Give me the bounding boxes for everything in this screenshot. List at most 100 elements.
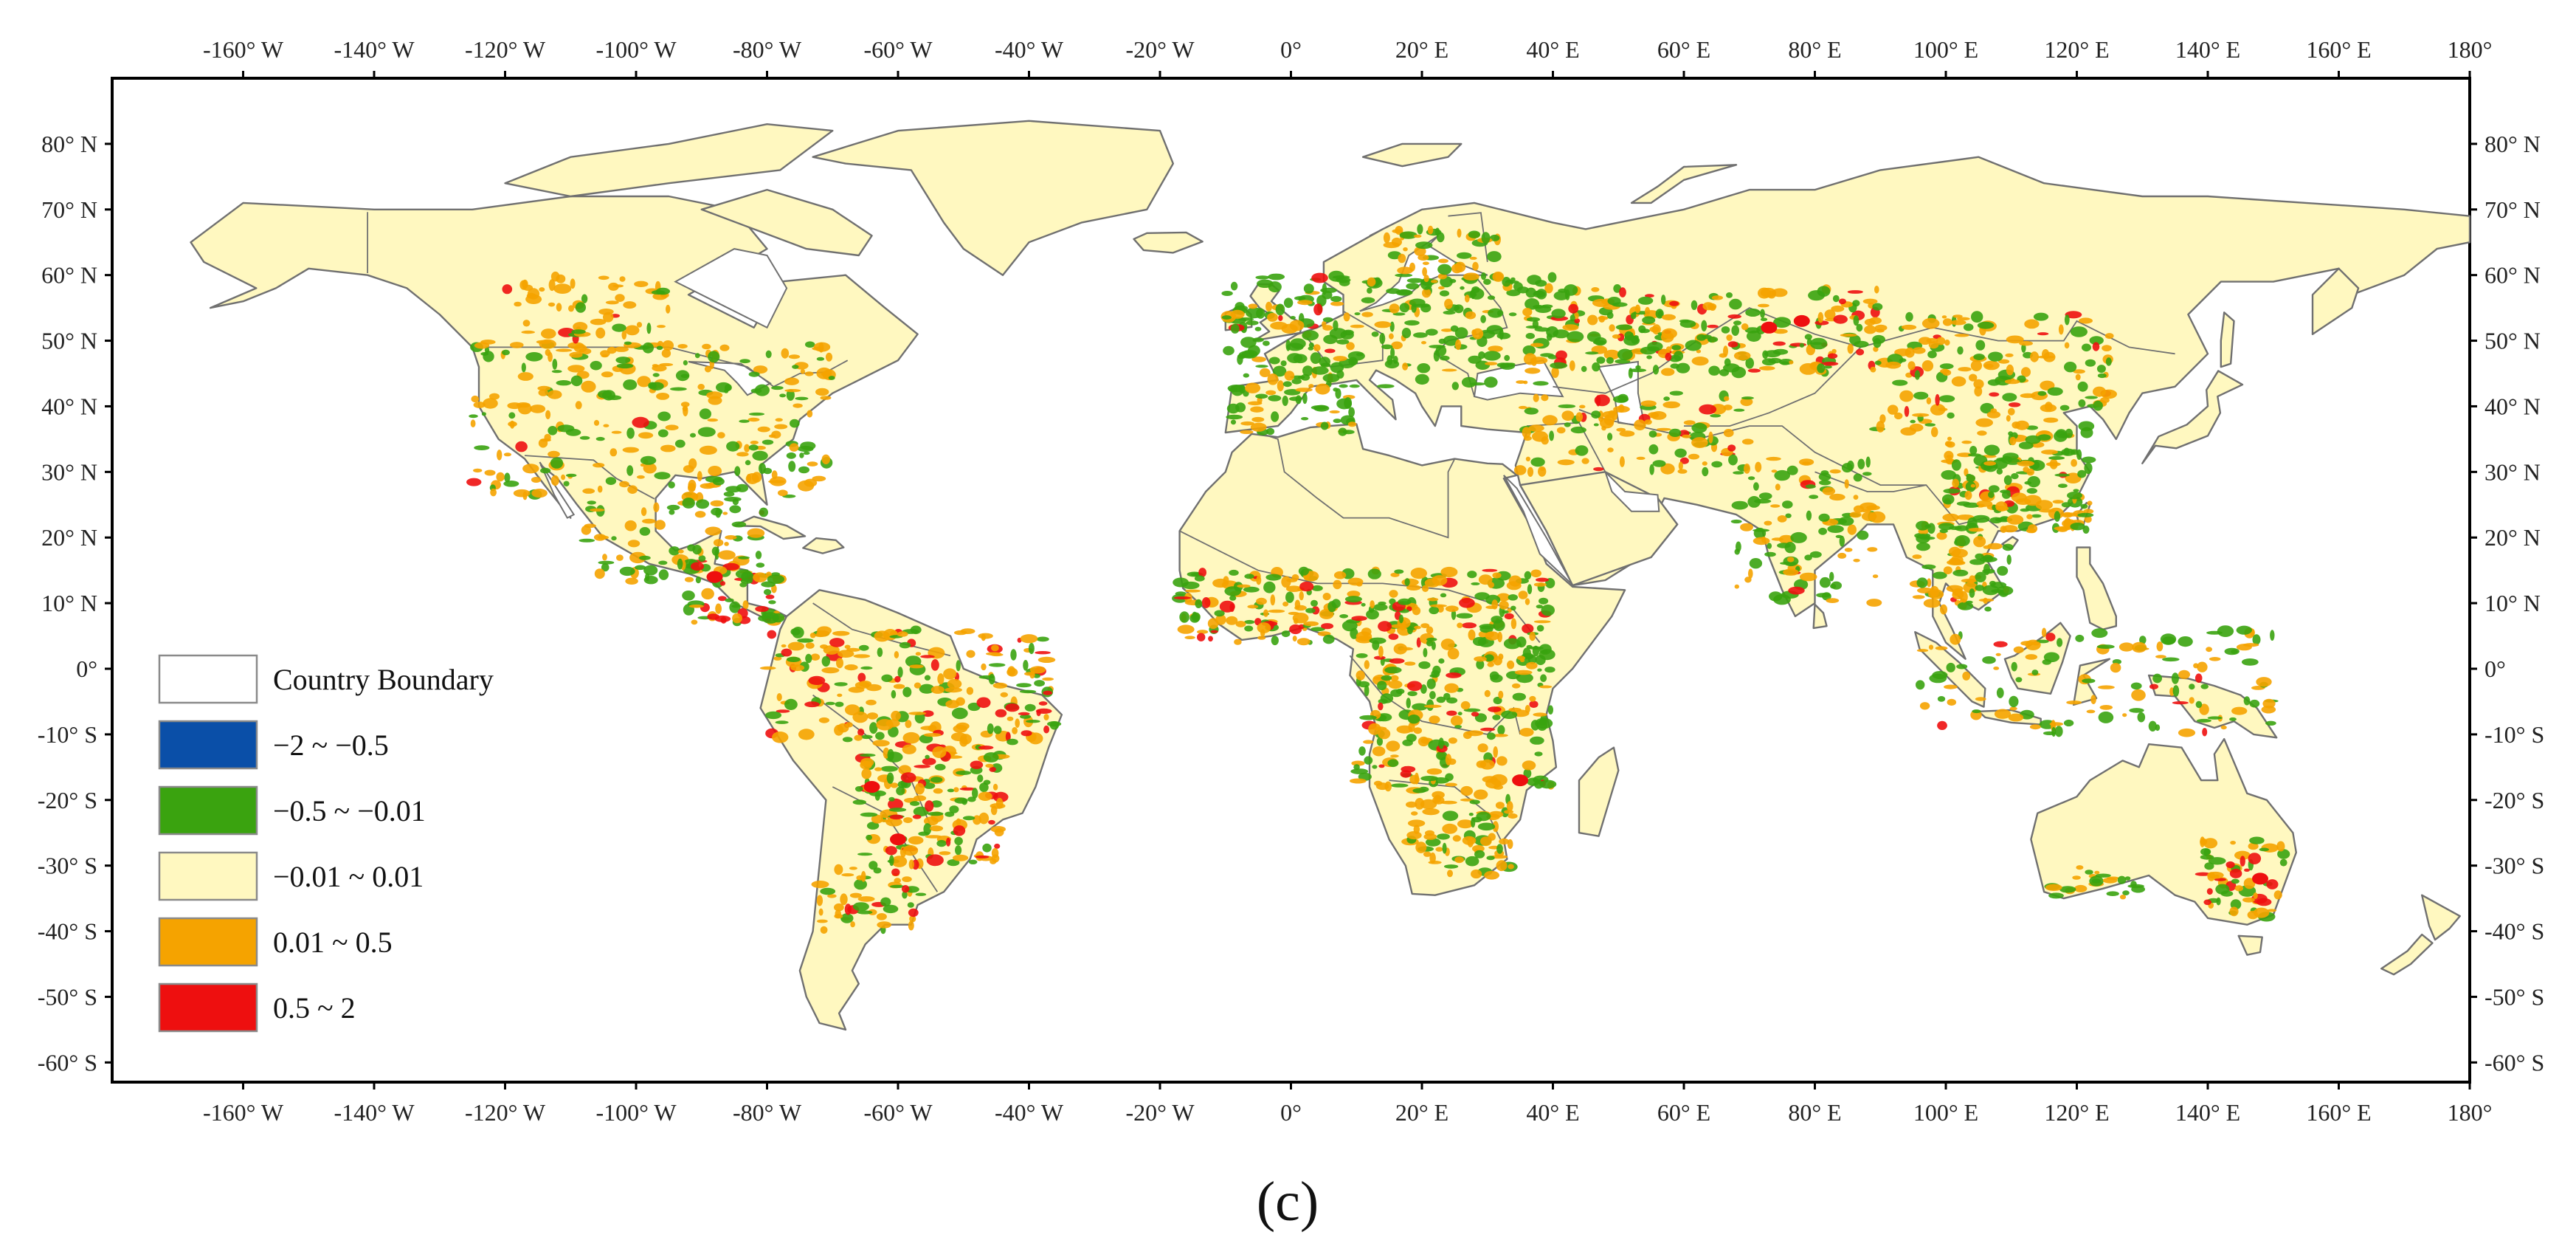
- change-class-pixel: [595, 327, 606, 339]
- change-class-pixel: [1778, 534, 1794, 544]
- change-class-pixel: [954, 836, 963, 846]
- change-class-pixel: [2006, 335, 2024, 344]
- change-class-pixel: [1487, 251, 1502, 263]
- change-class-pixel: [1399, 231, 1418, 239]
- change-class-pixel: [1390, 347, 1395, 359]
- change-class-pixel: [1173, 596, 1192, 599]
- change-class-pixel: [1359, 715, 1377, 720]
- change-class-pixel: [1771, 537, 1784, 541]
- change-class-pixel: [1467, 571, 1477, 579]
- change-class-pixel: [1437, 286, 1445, 290]
- change-class-pixel: [1805, 484, 1816, 489]
- change-class-pixel: [473, 402, 486, 408]
- change-class-pixel: [920, 726, 936, 731]
- change-class-pixel: [2129, 708, 2144, 713]
- change-class-pixel: [1280, 360, 1287, 367]
- x-tick-label-top: -100° W: [595, 36, 677, 63]
- change-class-pixel: [1485, 631, 1500, 641]
- change-class-pixel: [1741, 323, 1749, 331]
- change-class-pixel: [573, 344, 587, 353]
- x-tick-label-bottom: 0°: [1280, 1099, 1302, 1126]
- legend-label: −0.01 ~ 0.01: [273, 860, 424, 893]
- change-class-pixel: [2220, 890, 2234, 897]
- change-class-pixel: [1930, 404, 1946, 416]
- change-class-pixel: [1488, 345, 1503, 352]
- change-class-pixel: [1541, 605, 1555, 616]
- change-class-pixel: [1746, 330, 1761, 342]
- change-class-pixel: [653, 502, 660, 512]
- change-class-pixel: [1912, 595, 1925, 599]
- change-class-pixel: [619, 276, 626, 282]
- change-class-pixel: [626, 465, 634, 476]
- change-class-pixel: [1336, 339, 1350, 345]
- change-class-pixel: [852, 799, 867, 805]
- change-class-pixel: [1339, 384, 1348, 388]
- change-class-pixel: [1524, 598, 1530, 605]
- change-class-pixel: [756, 562, 765, 568]
- change-class-pixel: [2047, 387, 2063, 396]
- change-class-pixel: [1429, 604, 1447, 607]
- land-baffin-island: [700, 188, 873, 257]
- change-class-pixel: [978, 675, 995, 679]
- change-class-pixel: [1640, 346, 1657, 355]
- change-class-pixel: [2002, 490, 2011, 499]
- change-class-pixel: [2106, 891, 2119, 896]
- change-class-pixel: [1361, 627, 1372, 636]
- change-class-pixel: [966, 650, 976, 658]
- change-class-pixel: [1019, 689, 1037, 694]
- change-class-pixel: [1461, 622, 1477, 629]
- change-class-pixel: [1710, 413, 1722, 418]
- change-class-pixel: [2064, 314, 2070, 326]
- change-class-pixel: [1857, 530, 1869, 540]
- y-tick-label-left: 60° N: [41, 262, 97, 289]
- change-class-pixel: [1496, 844, 1503, 854]
- change-class-pixel: [1966, 600, 1973, 604]
- change-class-pixel: [1259, 368, 1271, 377]
- change-class-pixel: [789, 443, 799, 452]
- change-class-pixel: [1495, 272, 1502, 281]
- change-class-pixel: [1838, 298, 1846, 305]
- change-class-pixel: [799, 452, 804, 458]
- change-class-pixel: [1471, 712, 1479, 717]
- change-class-pixel: [1447, 647, 1460, 660]
- change-class-pixel: [2139, 636, 2147, 644]
- change-class-pixel: [1384, 781, 1392, 792]
- change-class-pixel: [624, 520, 637, 531]
- change-class-pixel: [1533, 582, 1547, 587]
- change-class-pixel: [852, 902, 869, 912]
- change-class-pixel: [2015, 677, 2023, 683]
- change-class-pixel: [1423, 851, 1432, 857]
- change-class-pixel: [1426, 626, 1434, 635]
- change-class-pixel: [1676, 362, 1691, 374]
- change-class-pixel: [1954, 334, 1969, 337]
- change-class-pixel: [734, 466, 741, 476]
- change-class-pixel: [1977, 430, 1987, 436]
- legend-label: Country Boundary: [273, 663, 494, 696]
- change-class-pixel: [1229, 603, 1235, 612]
- change-class-pixel: [1510, 277, 1516, 282]
- change-class-pixel: [1351, 760, 1365, 766]
- change-class-pixel: [1043, 690, 1053, 695]
- change-class-pixel: [1817, 363, 1826, 374]
- change-class-pixel: [2200, 838, 2208, 846]
- change-class-pixel: [1964, 490, 1972, 500]
- change-class-pixel: [1547, 272, 1557, 283]
- y-tick-label-left: -50° S: [38, 983, 97, 1010]
- change-class-pixel: [1465, 295, 1470, 303]
- change-class-pixel: [1952, 314, 1963, 318]
- change-class-pixel: [1645, 306, 1651, 317]
- change-class-pixel: [2160, 633, 2177, 645]
- change-class-pixel: [668, 481, 675, 489]
- change-class-pixel: [2002, 543, 2014, 551]
- change-class-pixel: [888, 808, 907, 812]
- change-class-pixel: [2011, 661, 2017, 672]
- change-class-pixel: [1423, 704, 1442, 708]
- change-class-pixel: [1921, 564, 1936, 570]
- change-class-pixel: [1481, 232, 1491, 244]
- change-class-pixel: [1195, 599, 1203, 609]
- change-class-pixel: [621, 330, 627, 340]
- change-class-pixel: [1181, 581, 1200, 590]
- change-class-pixel: [1819, 576, 1831, 588]
- change-class-pixel: [1437, 273, 1448, 280]
- change-class-pixel: [1372, 765, 1378, 769]
